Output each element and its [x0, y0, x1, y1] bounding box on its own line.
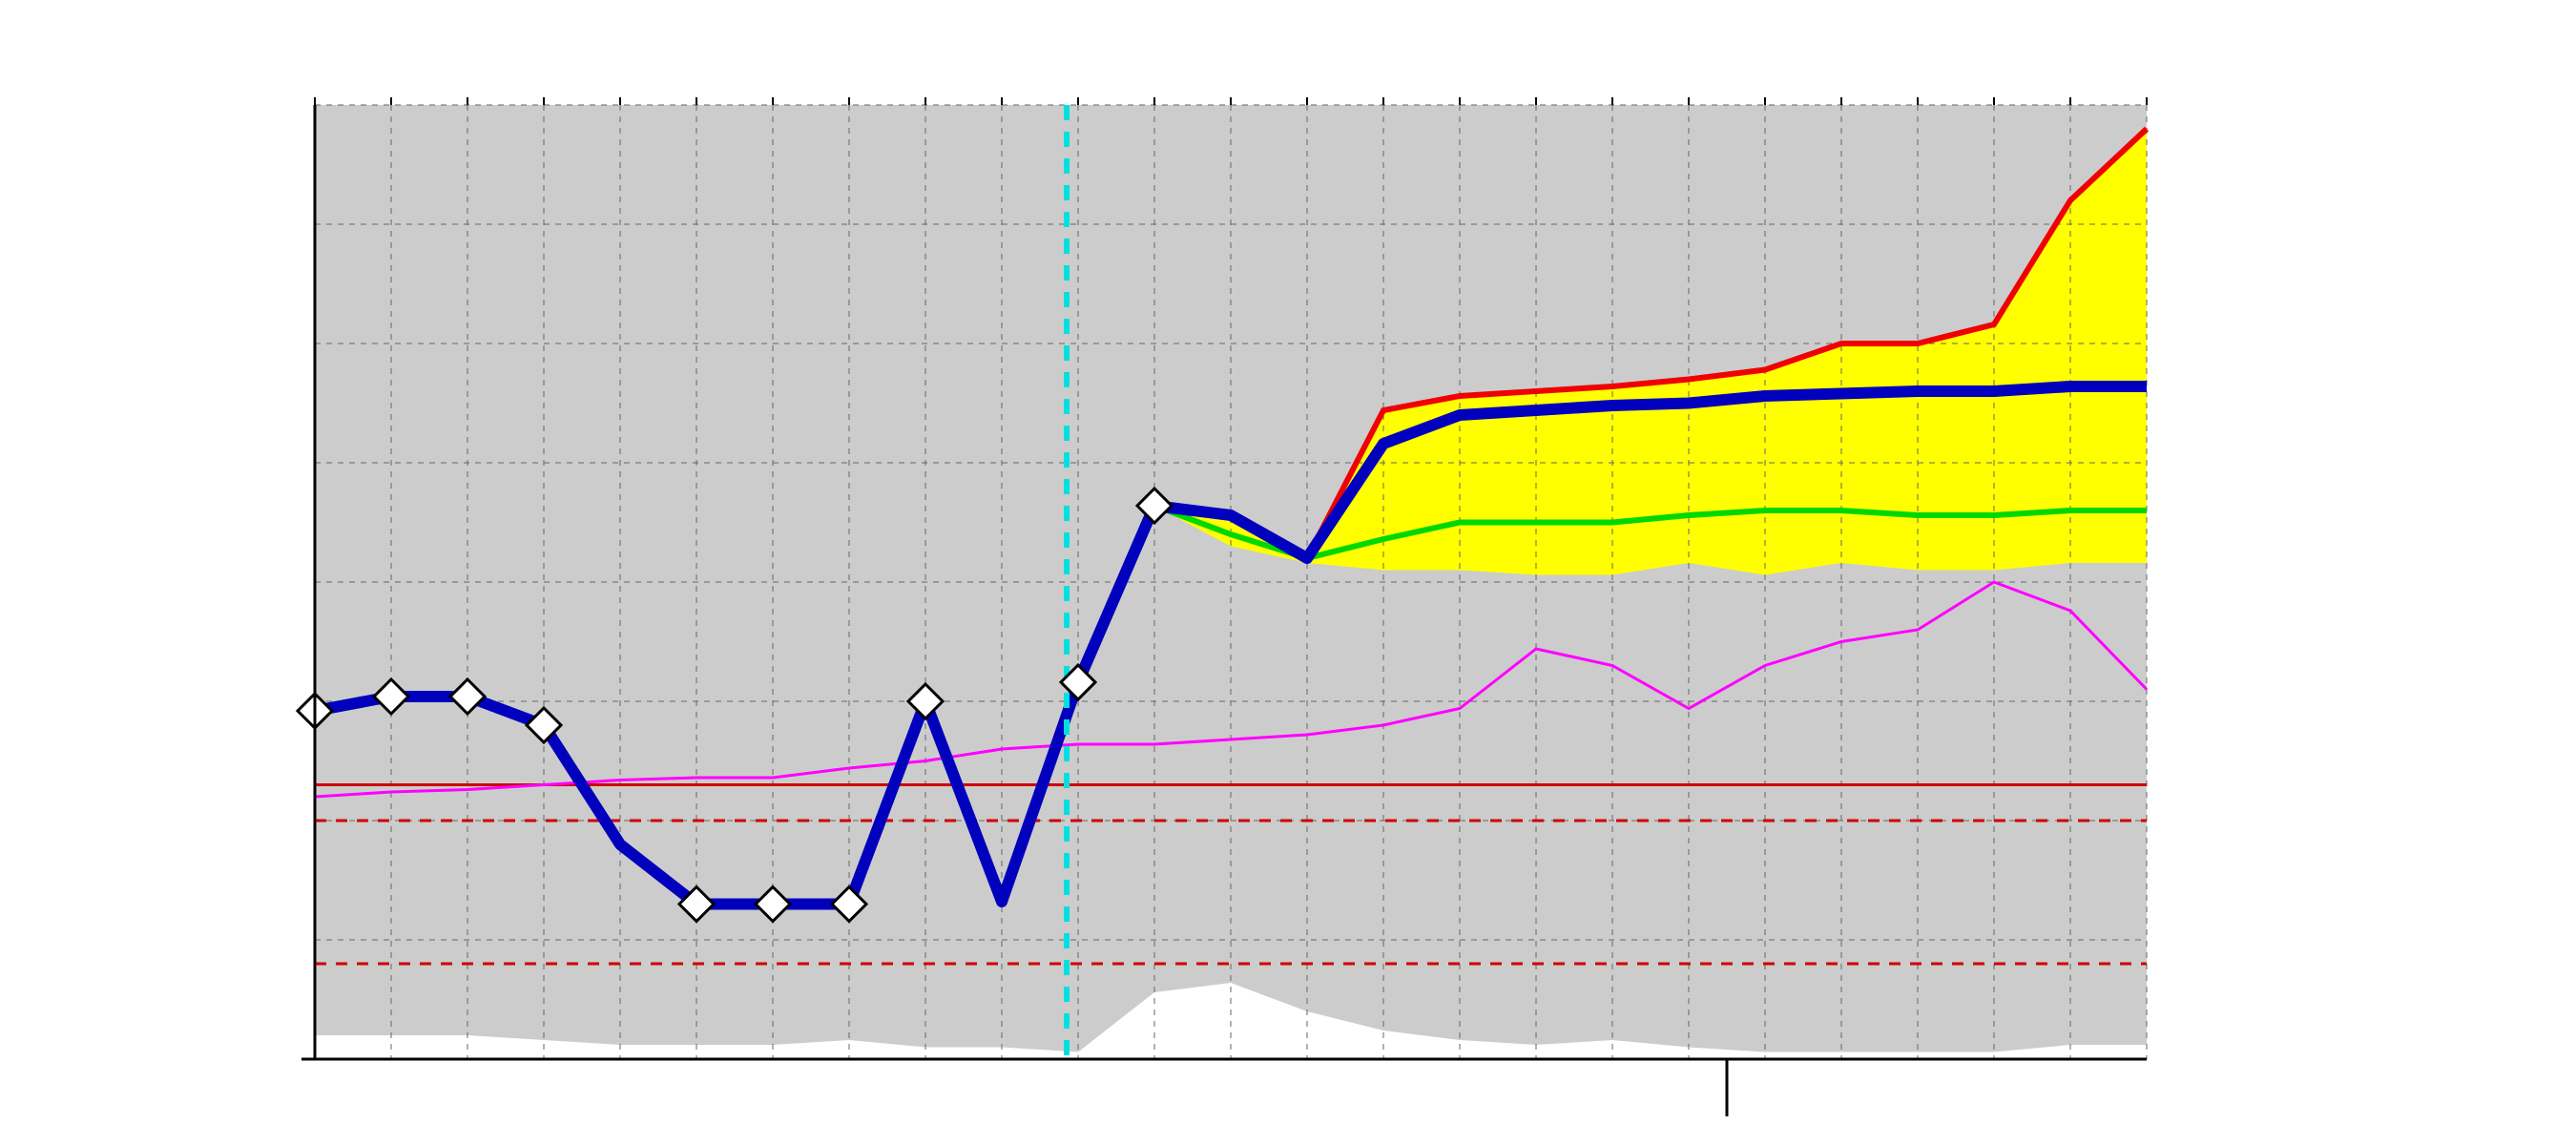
outflow-chart [0, 0, 2576, 1145]
